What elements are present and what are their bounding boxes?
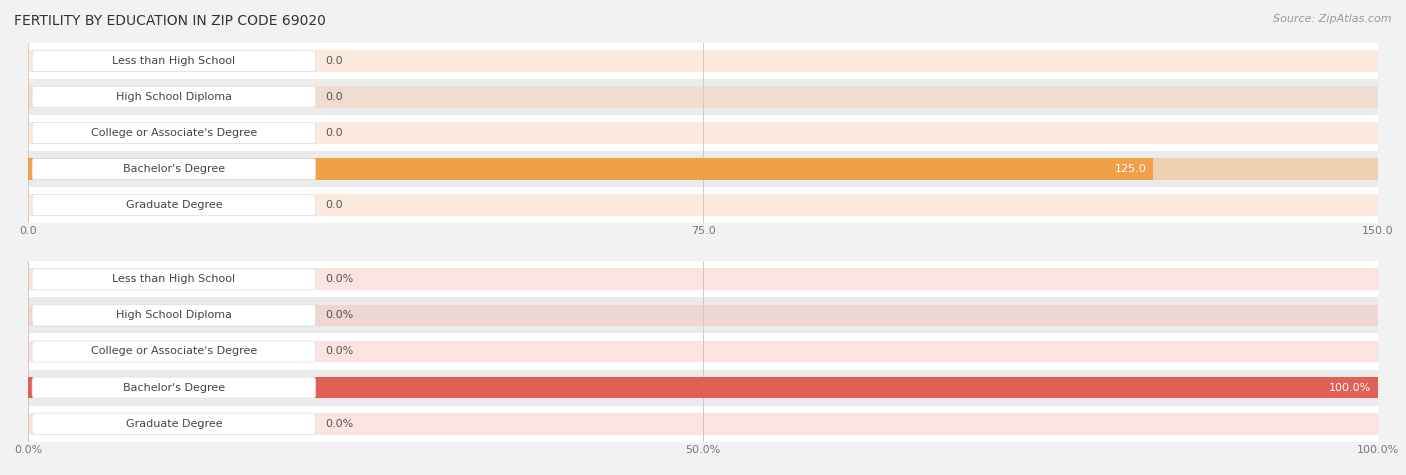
Bar: [28, 79, 1378, 115]
Text: Graduate Degree: Graduate Degree: [125, 200, 222, 210]
FancyBboxPatch shape: [32, 377, 316, 398]
Bar: [28, 86, 1378, 108]
Bar: [28, 377, 1378, 399]
FancyBboxPatch shape: [32, 159, 316, 180]
Bar: [28, 43, 1378, 79]
FancyBboxPatch shape: [32, 123, 316, 143]
Text: College or Associate's Degree: College or Associate's Degree: [91, 346, 257, 357]
FancyBboxPatch shape: [32, 50, 316, 71]
Text: High School Diploma: High School Diploma: [115, 92, 232, 102]
Text: Source: ZipAtlas.com: Source: ZipAtlas.com: [1274, 14, 1392, 24]
Text: 0.0%: 0.0%: [325, 346, 353, 357]
Text: 0.0: 0.0: [325, 56, 343, 66]
Text: FERTILITY BY EDUCATION IN ZIP CODE 69020: FERTILITY BY EDUCATION IN ZIP CODE 69020: [14, 14, 326, 28]
FancyBboxPatch shape: [32, 269, 316, 290]
Bar: [28, 413, 1378, 435]
Bar: [28, 187, 1378, 223]
Text: College or Associate's Degree: College or Associate's Degree: [91, 128, 257, 138]
Text: Bachelor's Degree: Bachelor's Degree: [122, 164, 225, 174]
Text: 0.0: 0.0: [325, 200, 343, 210]
Text: Less than High School: Less than High School: [112, 274, 235, 285]
Text: Bachelor's Degree: Bachelor's Degree: [122, 382, 225, 393]
Text: 0.0%: 0.0%: [325, 310, 353, 321]
Text: 100.0%: 100.0%: [1329, 382, 1371, 393]
Bar: [28, 194, 1378, 216]
FancyBboxPatch shape: [32, 305, 316, 326]
Bar: [28, 341, 1378, 362]
Bar: [28, 297, 1378, 333]
Text: Graduate Degree: Graduate Degree: [125, 418, 222, 429]
Text: High School Diploma: High School Diploma: [115, 310, 232, 321]
Text: 0.0: 0.0: [325, 92, 343, 102]
Text: Less than High School: Less than High School: [112, 56, 235, 66]
Text: 125.0: 125.0: [1115, 164, 1146, 174]
Bar: [28, 158, 1153, 180]
Bar: [28, 261, 1378, 297]
Bar: [28, 50, 1378, 72]
Text: 0.0%: 0.0%: [325, 274, 353, 285]
Bar: [28, 377, 1378, 399]
Bar: [28, 268, 1378, 290]
FancyBboxPatch shape: [32, 195, 316, 216]
Bar: [28, 333, 1378, 370]
Text: 0.0%: 0.0%: [325, 418, 353, 429]
FancyBboxPatch shape: [32, 86, 316, 107]
FancyBboxPatch shape: [32, 341, 316, 362]
Bar: [28, 304, 1378, 326]
Bar: [28, 115, 1378, 151]
FancyBboxPatch shape: [32, 413, 316, 434]
Bar: [28, 151, 1378, 187]
Bar: [28, 406, 1378, 442]
Bar: [28, 158, 1378, 180]
Bar: [28, 370, 1378, 406]
Text: 0.0: 0.0: [325, 128, 343, 138]
Bar: [28, 122, 1378, 144]
